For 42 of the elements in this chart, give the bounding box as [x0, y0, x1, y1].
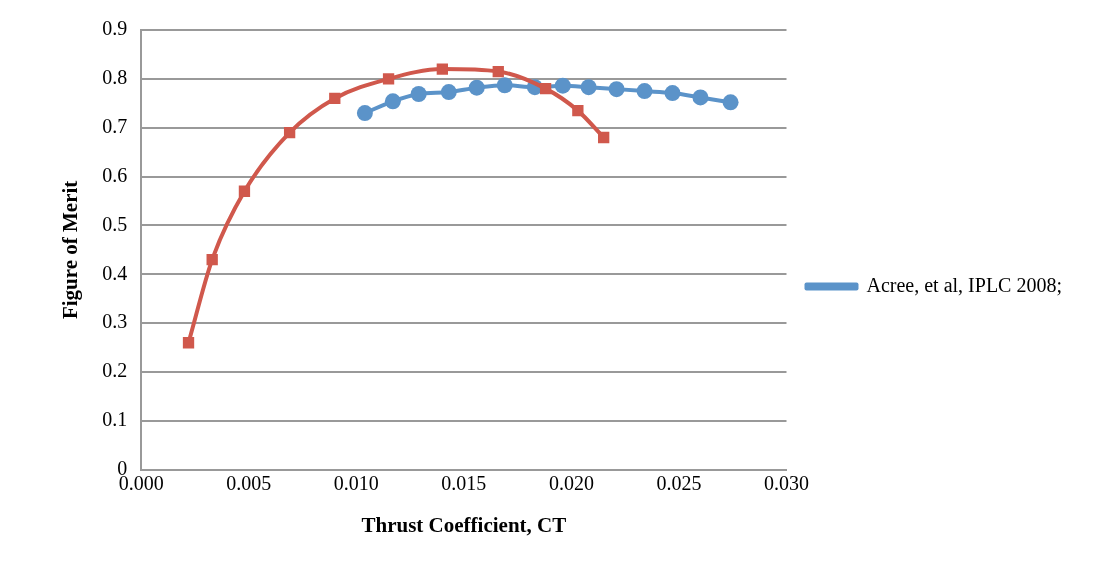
x-axis-title: Thrust Coefficient, CT [361, 512, 567, 537]
y-tick-label: 0.5 [102, 212, 128, 235]
x-tick-label: 0.005 [226, 472, 272, 495]
point [636, 83, 653, 100]
y-tick-label: 0.8 [102, 66, 128, 89]
y-tick-label: 0.3 [102, 310, 128, 333]
x-tick-label: 0.015 [441, 472, 487, 495]
x-tick-label: 0.025 [656, 472, 702, 495]
y-tick-label: 0.4 [102, 261, 128, 284]
legend-label: Acree, et al, IPLC 2008; [866, 273, 1062, 296]
point [554, 77, 571, 94]
point [496, 77, 513, 94]
point [664, 85, 681, 102]
y-tick-label: 0.9 [102, 17, 128, 40]
point [440, 84, 457, 101]
x-tick-label: 0.010 [333, 472, 379, 495]
y-tick-label: 0.2 [102, 359, 128, 382]
point [356, 105, 373, 122]
point [598, 131, 610, 144]
point [572, 104, 584, 117]
point [382, 73, 395, 85]
point [722, 94, 739, 111]
y-axis-title: Figure of Merit [58, 180, 83, 320]
point [492, 65, 504, 78]
point [384, 93, 401, 110]
point [692, 89, 709, 106]
x-tick-label: 0.030 [764, 472, 809, 495]
point [283, 126, 296, 139]
point [608, 81, 625, 98]
y-tick-label: 0.1 [102, 408, 128, 431]
point [410, 86, 427, 103]
point [329, 92, 341, 105]
point [206, 254, 218, 266]
x-tick-label: 0.020 [548, 472, 594, 495]
y-tick-label: 0.6 [102, 163, 128, 186]
point [539, 82, 552, 95]
point [580, 79, 597, 96]
point [436, 63, 448, 75]
y-tick-label: 0.7 [102, 114, 128, 137]
point [468, 79, 485, 96]
point [182, 337, 195, 349]
point [238, 185, 251, 197]
